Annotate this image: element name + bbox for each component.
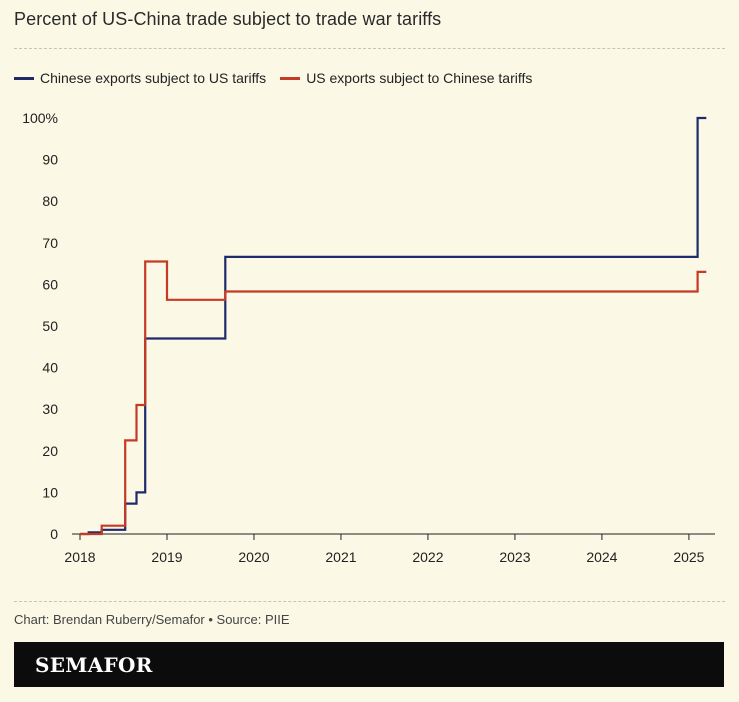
- x-tick-label: 2023: [499, 549, 530, 565]
- legend-item-us-tariffs: Chinese exports subject to US tariffs: [14, 70, 266, 86]
- y-tick-label: 90: [42, 152, 58, 168]
- series-line-us-tariffs: [80, 116, 707, 536]
- y-tick-label: 60: [42, 276, 58, 292]
- legend-item-china-tariffs: US exports subject to Chinese tariffs: [280, 70, 532, 86]
- y-tick-label: 40: [42, 360, 58, 376]
- y-tick-label: 50: [42, 318, 58, 334]
- y-tick-label: 10: [42, 484, 58, 500]
- x-tick-label: 2024: [586, 549, 617, 565]
- legend-label-us-tariffs: Chinese exports subject to US tariffs: [40, 70, 267, 86]
- y-tick-label: 30: [42, 401, 58, 417]
- y-tick-label: 0: [50, 526, 58, 542]
- x-tick-label: 2019: [151, 549, 182, 565]
- legend-label-china-tariffs: US exports subject to Chinese tariffs: [306, 70, 533, 86]
- legend-swatch-red: [280, 76, 301, 80]
- x-tick-label: 2021: [325, 549, 356, 565]
- x-tick-label: 2022: [412, 549, 443, 565]
- chart-credit: Chart: Brendan Ruberry/Semafor • Source:…: [14, 612, 290, 627]
- x-tick-label: 2018: [64, 549, 95, 565]
- series-line-china-tariffs: [80, 260, 707, 536]
- y-tick-label: 80: [42, 193, 58, 209]
- legend-swatch-blue: [14, 76, 34, 80]
- x-tick-label: 2020: [238, 549, 269, 565]
- semafor-logo: SEMAFOR: [35, 653, 153, 677]
- y-tick-label: 20: [42, 443, 58, 459]
- y-tick-label: 70: [42, 235, 58, 251]
- bottom-divider: [14, 601, 725, 602]
- top-divider: [14, 48, 725, 49]
- y-tick-label: 100%: [22, 110, 58, 126]
- brand-bar: SEMAFOR: [14, 642, 724, 687]
- chart-legend: Chinese exports subject to US tariffs US…: [14, 70, 546, 86]
- x-tick-label: 2025: [673, 549, 704, 565]
- chart-title: Percent of US-China trade subject to tra…: [14, 9, 442, 29]
- line-chart: 0 10 20 30 40 50 60 70 80 90 100% 2018 2019 2020 2021 2…: [22, 110, 715, 565]
